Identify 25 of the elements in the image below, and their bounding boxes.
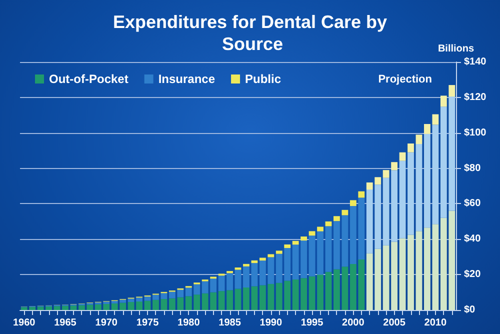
y-tick-label: $20 [464, 269, 482, 280]
y-tick-label: $120 [464, 92, 487, 103]
chart-title: Expenditures for Dental Care by Source [112, 12, 388, 54]
x-tick-label: 1965 [54, 318, 77, 328]
annotation: Projection [378, 74, 432, 86]
x-tick-label: 2000 [342, 318, 365, 328]
x-tick-label: 2005 [383, 318, 406, 328]
x-tick-label: 1995 [300, 318, 324, 328]
y-tick-label: $0 [464, 304, 476, 316]
y-tick-label: $140 [464, 56, 487, 68]
x-tick-label: 2010 [424, 318, 447, 328]
y-axis-title: Billions [438, 44, 474, 54]
y-tick-label: $60 [464, 198, 482, 210]
y-tick-label: $100 [464, 127, 487, 138]
x-tick-label: 1975 [136, 318, 160, 328]
legend-label: Public [245, 72, 282, 86]
x-tick-label: 1970 [95, 318, 118, 328]
x-tick-label: 1980 [178, 318, 200, 328]
x-tick-label: 1990 [260, 318, 282, 328]
x-tick-label: 1985 [218, 318, 242, 328]
y-tick-label: $80 [464, 162, 482, 174]
legend-label: Out-of-Pocket [49, 72, 128, 86]
x-tick-label: 1960 [12, 318, 36, 328]
y-tick-label: $40 [464, 234, 482, 245]
legend-label: Insurance [158, 72, 216, 86]
